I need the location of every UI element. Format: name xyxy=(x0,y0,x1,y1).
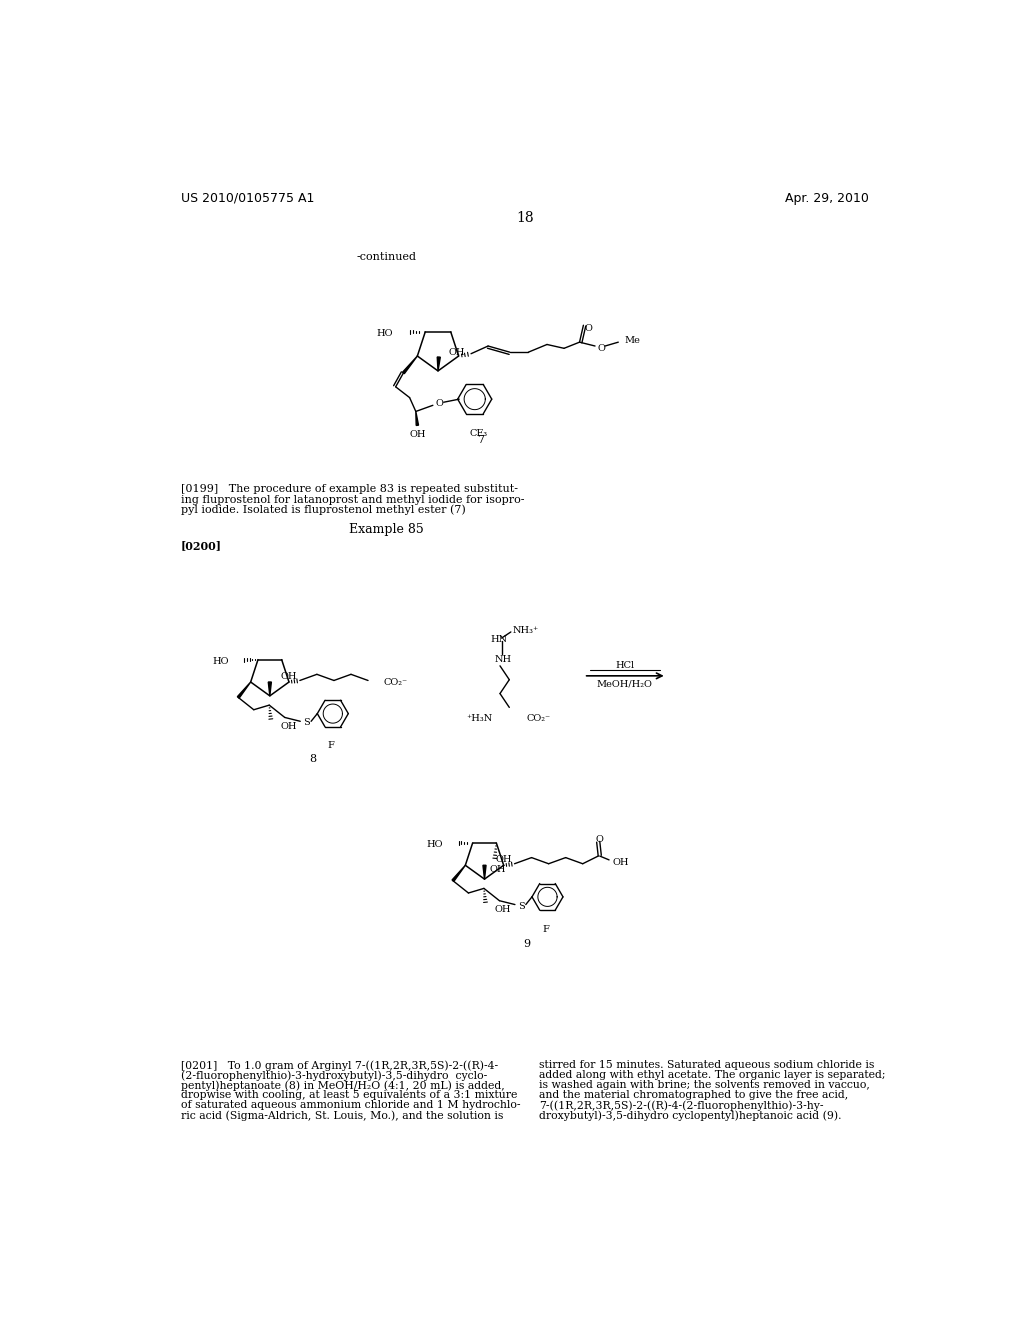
Text: S: S xyxy=(303,718,310,727)
Text: OH: OH xyxy=(281,672,297,681)
Text: ric acid (Sigma-Aldrich, St. Louis, Mo.), and the solution is: ric acid (Sigma-Aldrich, St. Louis, Mo.)… xyxy=(180,1110,503,1121)
Text: 18: 18 xyxy=(516,211,534,226)
Text: droxybutyl)-3,5-dihydro cyclopentyl)heptanoic acid (9).: droxybutyl)-3,5-dihydro cyclopentyl)hept… xyxy=(539,1110,842,1121)
Polygon shape xyxy=(437,356,440,371)
Text: O: O xyxy=(596,834,604,843)
Text: S: S xyxy=(518,902,524,911)
Text: OH: OH xyxy=(410,430,426,440)
Text: HO: HO xyxy=(376,329,392,338)
Polygon shape xyxy=(416,412,419,425)
Text: MeOH/H₂O: MeOH/H₂O xyxy=(597,678,652,688)
Text: OH: OH xyxy=(612,858,629,867)
Polygon shape xyxy=(238,682,251,698)
Text: of saturated aqueous ammonium chloride and 1 M hydrochlo-: of saturated aqueous ammonium chloride a… xyxy=(180,1101,520,1110)
Polygon shape xyxy=(483,866,486,879)
Text: US 2010/0105775 A1: US 2010/0105775 A1 xyxy=(180,191,314,205)
Text: ⁺H₃N: ⁺H₃N xyxy=(466,714,493,722)
Text: ing fluprostenol for latanoprost and methyl iodide for isopro-: ing fluprostenol for latanoprost and met… xyxy=(180,495,524,504)
Polygon shape xyxy=(402,356,418,374)
Text: HO: HO xyxy=(212,656,228,665)
Text: 7-((1R,2R,3R,5S)-2-((R)-4-(2-fluorophenylthio)-3-hy-: 7-((1R,2R,3R,5S)-2-((R)-4-(2-fluoropheny… xyxy=(539,1100,823,1111)
Text: Apr. 29, 2010: Apr. 29, 2010 xyxy=(785,191,869,205)
Text: HCl: HCl xyxy=(615,660,634,669)
Text: O: O xyxy=(435,399,443,408)
Text: OH: OH xyxy=(281,722,297,731)
Text: 7: 7 xyxy=(477,436,484,445)
Text: OH: OH xyxy=(489,865,506,874)
Text: [0200]: [0200] xyxy=(180,540,222,552)
Text: F: F xyxy=(328,742,335,751)
Text: -continued: -continued xyxy=(356,252,417,261)
Text: [0199]   The procedure of example 83 is repeated substitut-: [0199] The procedure of example 83 is re… xyxy=(180,484,518,495)
Text: 9: 9 xyxy=(523,939,530,949)
Text: NH: NH xyxy=(495,655,512,664)
Text: is washed again with brine; the solvents removed in vaccuo,: is washed again with brine; the solvents… xyxy=(539,1081,869,1090)
Text: OH: OH xyxy=(495,906,511,915)
Text: Me: Me xyxy=(625,337,640,345)
Text: pyl iodide. Isolated is fluprostenol methyl ester (7): pyl iodide. Isolated is fluprostenol met… xyxy=(180,504,466,515)
Text: added along with ethyl acetate. The organic layer is separated;: added along with ethyl acetate. The orga… xyxy=(539,1071,886,1081)
Text: (2-fluorophenylthio)-3-hydroxybutyl)-3,5-dihydro  cyclo-: (2-fluorophenylthio)-3-hydroxybutyl)-3,5… xyxy=(180,1071,487,1081)
Text: CF₃: CF₃ xyxy=(470,429,487,437)
Text: HN: HN xyxy=(490,635,508,644)
Text: OH: OH xyxy=(496,855,512,865)
Text: O: O xyxy=(597,343,605,352)
Text: Example 85: Example 85 xyxy=(349,523,424,536)
Text: [0201]   To 1.0 gram of Arginyl 7-((1R,2R,3R,5S)-2-((R)-4-: [0201] To 1.0 gram of Arginyl 7-((1R,2R,… xyxy=(180,1060,498,1071)
Text: stirred for 15 minutes. Saturated aqueous sodium chloride is: stirred for 15 minutes. Saturated aqueou… xyxy=(539,1060,874,1071)
Text: pentyl)heptanoate (8) in MeOH/H₂O (4:1, 20 mL) is added,: pentyl)heptanoate (8) in MeOH/H₂O (4:1, … xyxy=(180,1080,505,1090)
Text: OH: OH xyxy=(449,348,465,356)
Text: dropwise with cooling, at least 5 equivalents of a 3:1 mixture: dropwise with cooling, at least 5 equiva… xyxy=(180,1090,517,1101)
Text: 8: 8 xyxy=(309,754,316,764)
Polygon shape xyxy=(268,682,271,696)
Text: NH₃⁺: NH₃⁺ xyxy=(512,626,539,635)
Text: CO₂⁻: CO₂⁻ xyxy=(526,714,551,722)
Polygon shape xyxy=(452,866,465,882)
Text: CO₂⁻: CO₂⁻ xyxy=(384,677,408,686)
Text: F: F xyxy=(543,925,549,933)
Text: and the material chromatographed to give the free acid,: and the material chromatographed to give… xyxy=(539,1090,848,1101)
Text: O: O xyxy=(585,323,593,333)
Text: HO: HO xyxy=(427,840,443,849)
